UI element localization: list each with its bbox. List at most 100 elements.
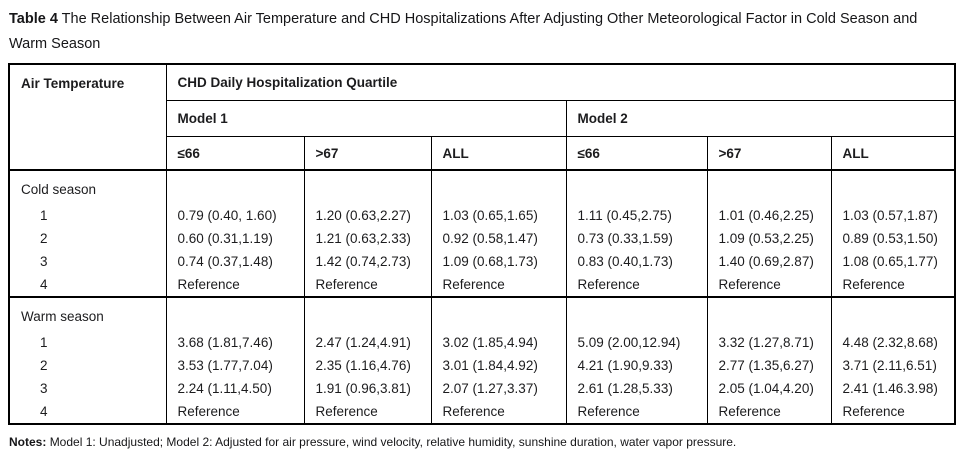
value-cell: 1.08 (0.65,1.77): [830, 250, 956, 273]
value-cell: 1.09 (0.68,1.73): [430, 250, 567, 273]
value-cell: 0.60 (0.31,1.19): [165, 227, 305, 250]
empty-cell: [303, 296, 432, 331]
value-cell: 1.42 (0.74,2.73): [303, 250, 432, 273]
column-header-gt67-m2: >67: [706, 136, 832, 171]
empty-cell: [830, 169, 956, 204]
value-cell: 1.11 (0.45,2.75): [565, 204, 708, 227]
column-header-all-m2: ALL: [830, 136, 956, 171]
value-cell: 2.47 (1.24,4.91): [303, 331, 432, 354]
value-cell: Reference: [430, 273, 567, 297]
value-cell: Reference: [706, 400, 832, 424]
quartile-label: 4: [8, 273, 167, 297]
value-cell: 3.02 (1.85,4.94): [430, 331, 567, 354]
value-cell: 2.77 (1.35,6.27): [706, 354, 832, 377]
column-header-group: CHD Daily Hospitalization Quartile: [165, 63, 956, 101]
season-label: Cold season: [8, 169, 167, 204]
value-cell: 3.32 (1.27,8.71): [706, 331, 832, 354]
value-cell: 1.09 (0.53,2.25): [706, 227, 832, 250]
quartile-label: 2: [8, 354, 167, 377]
empty-cell: [706, 296, 832, 331]
empty-cell: [165, 169, 305, 204]
results-table: Air Temperature CHD Daily Hospitalizatio…: [8, 63, 957, 425]
value-cell: 0.74 (0.37,1.48): [165, 250, 305, 273]
table-row: 1 0.79 (0.40, 1.60) 1.20 (0.63,2.27) 1.03 (…: [8, 204, 956, 227]
value-cell: 0.79 (0.40, 1.60): [165, 204, 305, 227]
empty-cell: [303, 169, 432, 204]
table-row: 3 0.74 (0.37,1.48) 1.42 (0.74,2.73) 1.09 (0…: [8, 250, 956, 273]
value-cell: 4.21 (1.90,9.33): [565, 354, 708, 377]
season-label: Warm season: [8, 296, 167, 331]
value-cell: 1.03 (0.65,1.65): [430, 204, 567, 227]
empty-cell: [830, 296, 956, 331]
value-cell: 1.40 (0.69,2.87): [706, 250, 832, 273]
column-header-le66-m2: ≤66: [565, 136, 708, 171]
value-cell: 1.01 (0.46,2.25): [706, 204, 832, 227]
value-cell: 0.73 (0.33,1.59): [565, 227, 708, 250]
quartile-label: 4: [8, 400, 167, 424]
table-title-text: The Relationship Between Air Temperature…: [9, 11, 918, 52]
empty-cell: [565, 169, 708, 204]
table-row: 4 Reference Reference Reference Reference Ref…: [8, 273, 956, 297]
value-cell: 1.03 (0.57,1.87): [830, 204, 956, 227]
header-row-group: Air Temperature CHD Daily Hospitalizatio…: [8, 63, 956, 171]
header-row-models: Model 1 Model 2: [9, 100, 956, 137]
table-row: 3 2.24 (1.11,4.50) 1.91 (0.96,3.81) 2.07 (1…: [8, 377, 956, 400]
table-row: 1 3.68 (1.81,7.46) 2.47 (1.24,4.91) 3.02 (1…: [8, 331, 956, 354]
value-cell: 2.35 (1.16,4.76): [303, 354, 432, 377]
value-cell: Reference: [303, 400, 432, 424]
value-cell: 1.21 (0.63,2.33): [303, 227, 432, 250]
value-cell: 1.20 (0.63,2.27): [303, 204, 432, 227]
season-label-row: Cold season: [8, 169, 956, 204]
value-cell: 5.09 (2.00,12.94): [565, 331, 708, 354]
table-row: 4 Reference Reference Reference Reference Ref…: [8, 400, 956, 424]
table-row: 2 0.60 (0.31,1.19) 1.21 (0.63,2.33) 0.92 (0…: [8, 227, 956, 250]
quartile-label: 2: [8, 227, 167, 250]
notes-label: Notes:: [9, 435, 47, 449]
value-cell: Reference: [165, 273, 305, 297]
season-label-row: Warm season: [8, 296, 956, 331]
notes-text: Model 1: Unadjusted; Model 2: Adjusted f…: [49, 435, 737, 449]
table-title: Table 4 The Relationship Between Air Tem…: [8, 5, 951, 63]
value-cell: 0.89 (0.53,1.50): [830, 227, 956, 250]
value-cell: 3.71 (2.11,6.51): [830, 354, 956, 377]
value-cell: Reference: [565, 400, 708, 424]
column-header-model-1: Model 1: [165, 100, 567, 137]
table-notes: Notes: Model 1: Unadjusted; Model 2: Adj…: [8, 425, 957, 449]
empty-cell: [165, 296, 305, 331]
empty-cell: [706, 169, 832, 204]
value-cell: Reference: [706, 273, 832, 297]
value-cell: Reference: [830, 273, 956, 297]
quartile-label: 1: [8, 204, 167, 227]
quartile-label: 3: [8, 250, 167, 273]
table-title-label: Table 4: [9, 11, 58, 27]
value-cell: Reference: [430, 400, 567, 424]
column-header-model-2: Model 2: [565, 100, 956, 137]
value-cell: 2.24 (1.11,4.50): [165, 377, 305, 400]
empty-cell: [430, 296, 567, 331]
quartile-label: 3: [8, 377, 167, 400]
value-cell: Reference: [165, 400, 305, 424]
value-cell: 3.53 (1.77,7.04): [165, 354, 305, 377]
value-cell: 2.07 (1.27,3.37): [430, 377, 567, 400]
value-cell: 0.83 (0.40,1.73): [565, 250, 708, 273]
header-row-quartiles: ≤66 >67 ALL ≤66 >67 ALL: [9, 136, 956, 171]
quartile-label: 1: [8, 331, 167, 354]
column-header-le66-m1: ≤66: [165, 136, 305, 171]
table-row: 2 3.53 (1.77,7.04) 2.35 (1.16,4.76) 3.01 (1…: [8, 354, 956, 377]
season-block: Warm season 1 3.68 (1.81,7.46) 2.47 (1.24,4…: [8, 296, 956, 424]
column-header-gt67-m1: >67: [303, 136, 432, 171]
empty-cell: [565, 296, 708, 331]
value-cell: 1.91 (0.96,3.81): [303, 377, 432, 400]
value-cell: 3.68 (1.81,7.46): [165, 331, 305, 354]
value-cell: 3.01 (1.84,4.92): [430, 354, 567, 377]
value-cell: Reference: [565, 273, 708, 297]
value-cell: 2.41 (1.46.3.98): [830, 377, 956, 400]
value-cell: 0.92 (0.58,1.47): [430, 227, 567, 250]
table-header: Air Temperature CHD Daily Hospitalizatio…: [8, 63, 956, 171]
column-header-all-m1: ALL: [430, 136, 567, 171]
column-header-air-temperature: Air Temperature: [8, 63, 167, 171]
season-block: Cold season 1 0.79 (0.40, 1.60) 1.20 (0.63,…: [8, 169, 956, 297]
value-cell: Reference: [303, 273, 432, 297]
empty-cell: [430, 169, 567, 204]
